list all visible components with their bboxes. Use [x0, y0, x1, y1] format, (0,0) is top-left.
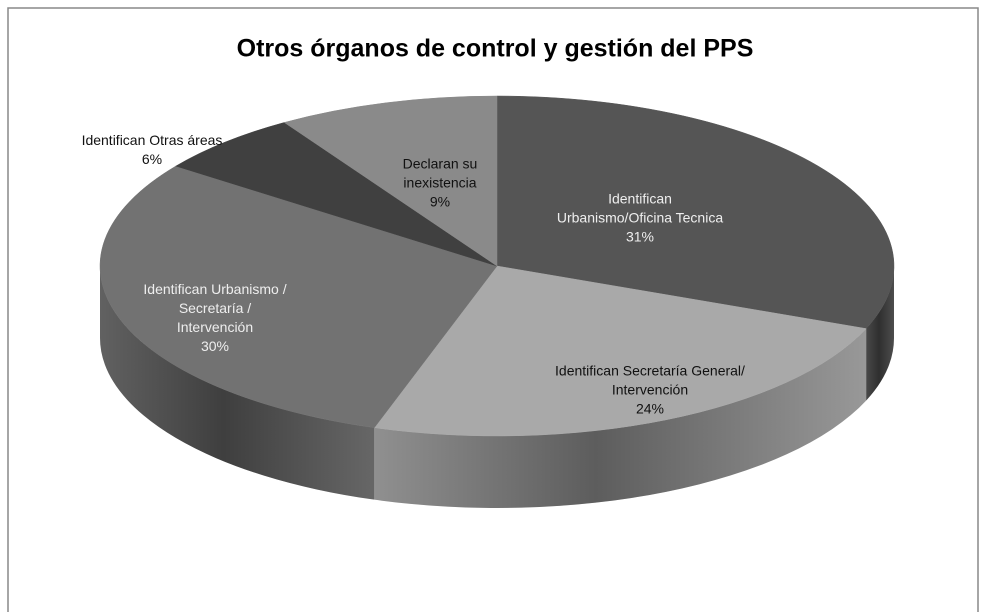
category-label: Identifican Urbanismo/Oficina Tecnica — [556, 190, 724, 226]
category-label: Identifican Otras áreas — [81, 132, 223, 148]
side-shade — [374, 328, 867, 508]
value-label: 30% — [200, 338, 230, 354]
category-label: Identifican Secretaría General/ Interven… — [555, 362, 745, 398]
slice — [99, 165, 498, 428]
slice-label: Identifican Otras áreas 6% — [77, 131, 227, 169]
slice-label: Identifican Urbanismo / Secretaría / Int… — [140, 280, 290, 356]
value-label: 6% — [141, 151, 163, 167]
value-label: 9% — [429, 193, 451, 210]
side-shade — [100, 266, 375, 500]
slice-label: Identifican Urbanismo/Oficina Tecnica 31% — [555, 190, 725, 247]
slice-label: Identifican Secretaría General/ Interven… — [545, 362, 755, 419]
slice — [283, 95, 498, 267]
slice — [373, 265, 867, 437]
value-label: 24% — [635, 400, 665, 417]
slice — [175, 122, 498, 267]
slice — [496, 95, 895, 329]
slice-label: Declaran su inexistencia 9% — [380, 155, 500, 212]
value-label: 31% — [625, 228, 655, 245]
category-label: Identifican Urbanismo / Secretaría / Int… — [143, 281, 287, 335]
category-label: Declaran su inexistencia — [402, 155, 478, 191]
chart-title: Otros órganos de control y gestión del P… — [237, 35, 754, 63]
side-shade — [866, 266, 894, 401]
